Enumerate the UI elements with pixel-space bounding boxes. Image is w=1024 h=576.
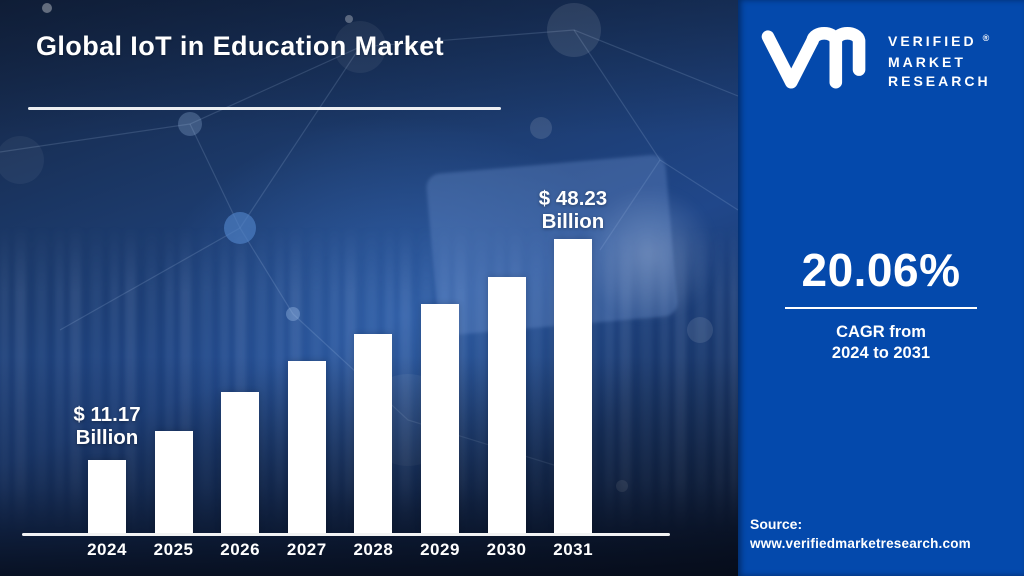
data-label-2031-value: $ 48.23: [538, 187, 608, 210]
vmr-monogram-icon: [761, 27, 866, 89]
cagr-caption: CAGR from 2024 to 2031: [738, 322, 1024, 364]
cagr-caption-line2: 2024 to 2031: [831, 344, 931, 362]
source-url: www.verifiedmarketresearch.com: [750, 536, 971, 551]
x-axis-label-2025: 2025: [153, 540, 194, 559]
data-label-2031-unit: Billion: [541, 210, 605, 233]
source-label: Source:: [750, 516, 803, 532]
x-axis-label-2031: 2031: [553, 540, 594, 559]
brand-name-line3: RESEARCH: [888, 73, 991, 89]
x-axis-label-2026: 2026: [220, 540, 261, 559]
bar-2031: [554, 239, 593, 533]
source-attribution: Source: www.verifiedmarketresearch.com: [750, 515, 971, 553]
bar-2024: [88, 460, 126, 533]
data-label-2024: $ 11.17 Billion: [73, 403, 140, 449]
background-top-shade: [0, 0, 738, 150]
decor-hand-blob: [583, 183, 715, 325]
x-axis-label-2028: 2028: [353, 540, 394, 559]
title-underline: [28, 107, 501, 110]
data-label-2031: $ 48.23 Billion: [539, 187, 607, 233]
registered-trademark: ®: [982, 33, 990, 43]
x-axis-line: [22, 533, 670, 536]
cagr-caption-line1: CAGR from: [836, 323, 926, 341]
brand-name-line2: MARKET: [888, 54, 966, 70]
cagr-value: 20.06%: [801, 244, 961, 296]
bar-2026: [221, 392, 260, 533]
bar-2029: [421, 304, 459, 533]
x-axis-label-2030: 2030: [486, 540, 527, 559]
brand-panel: VERIFIED ® MARKET RESEARCH 20.06% CAGR fr…: [738, 0, 1024, 576]
cagr-divider: [785, 307, 977, 309]
brand-name-line1: VERIFIED ®: [888, 33, 990, 49]
data-label-2024-value: $ 11.17: [73, 403, 141, 426]
bar-2027: [287, 361, 326, 533]
data-label-2024-unit: Billion: [75, 426, 139, 449]
cagr-stat: 20.06% CAGR from 2024 to 2031: [738, 243, 1024, 364]
x-axis-label-2024: 2024: [87, 540, 127, 559]
x-axis-label-2027: 2027: [286, 540, 327, 559]
vmr-logo: VERIFIED ® MARKET RESEARCH: [751, 27, 991, 91]
bar-2025: [154, 431, 193, 533]
chart-section: Global IoT in Education Market 2024 2025 2…: [0, 0, 738, 576]
brand-name: VERIFIED ® MARKET RESEARCH: [888, 27, 991, 91]
bar-2028: [354, 334, 393, 533]
page-title: Global IoT in Education Market: [36, 31, 445, 61]
x-axis-label-2029: 2029: [420, 540, 460, 559]
bar-2030: [487, 277, 526, 533]
